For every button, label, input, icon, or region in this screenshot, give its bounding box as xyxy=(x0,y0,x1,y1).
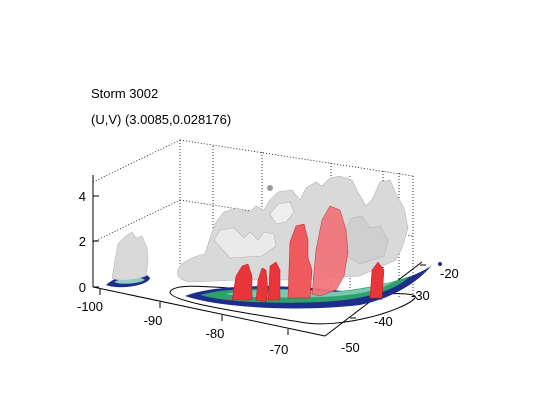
gray-isosurface xyxy=(111,175,409,283)
y-tick-neg50: -50 xyxy=(341,340,360,355)
y-tick-neg20: -20 xyxy=(440,266,459,281)
tick-marks xyxy=(93,195,426,335)
z-tick-0: 0 xyxy=(79,280,86,295)
z-tick-4: 4 xyxy=(79,189,86,204)
x-tick-neg70: -70 xyxy=(270,342,289,357)
y-tick-neg30: -30 xyxy=(411,288,430,303)
figure-title: Storm 3002 xyxy=(91,86,159,101)
x-tick-neg90: -90 xyxy=(144,313,163,328)
x-axis-line xyxy=(92,286,326,337)
base-fragment xyxy=(438,262,442,266)
red-isosurface xyxy=(231,205,385,303)
isosurface-fragment xyxy=(267,185,273,191)
x-tick-neg80: -80 xyxy=(206,326,225,341)
z-tick-2: 2 xyxy=(79,234,86,249)
y-tick-neg40: -40 xyxy=(374,314,393,329)
figure-subtitle: (U,V) (3.0085,0.028176) xyxy=(91,112,232,127)
x-tick-neg100: -100 xyxy=(77,299,103,314)
